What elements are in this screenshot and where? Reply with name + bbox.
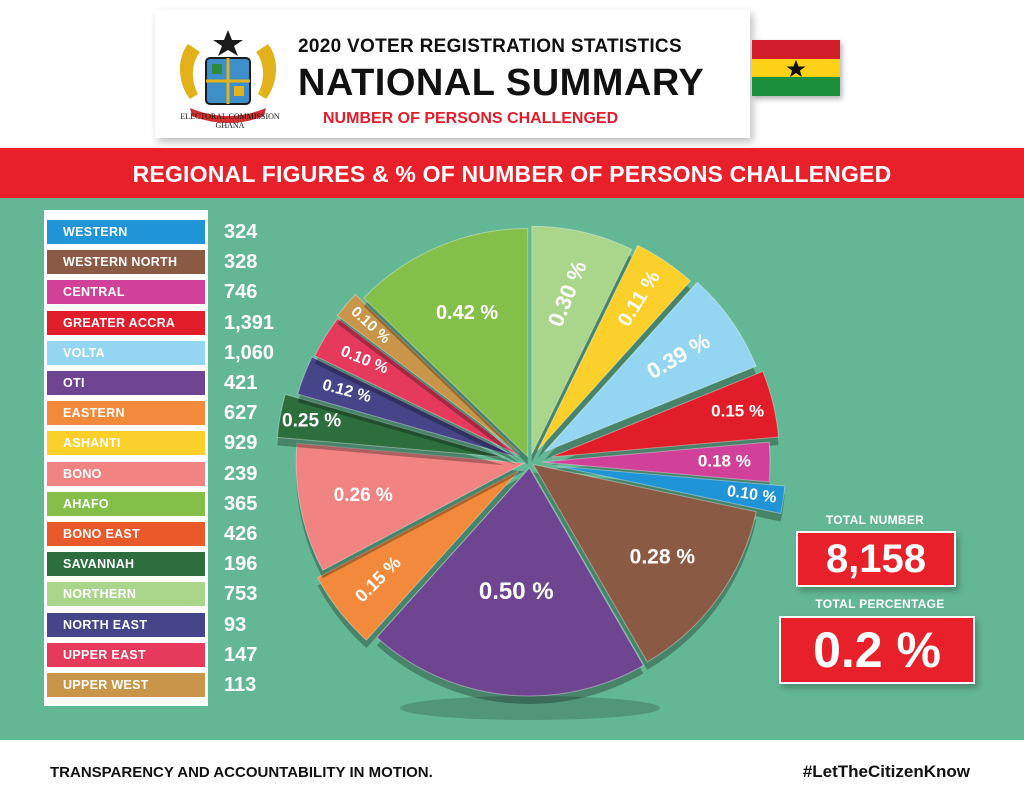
legend-value-central: 746 <box>224 281 258 303</box>
pie-label-greater-accra: 0.15 % <box>711 402 764 421</box>
pie-slice-volta <box>544 281 757 453</box>
pie-slice-oti <box>376 467 645 697</box>
title-line-3: NUMBER OF PERSONS CHALLENGED <box>323 110 619 127</box>
legend-value-north-east: 93 <box>224 614 247 636</box>
pie-slice-savannah <box>276 393 505 458</box>
pie-slice-bono <box>295 442 526 571</box>
legend-value-upper-east: 147 <box>224 644 258 666</box>
pie-label-ahafo: 0.42 % <box>436 302 498 324</box>
title-line-1: 2020 VOTER REGISTRATION STATISTICS <box>298 36 682 57</box>
legend-item-bono-east: BONO EAST <box>47 522 205 546</box>
pie-shadow <box>400 696 660 720</box>
legend-value-eastern: 627 <box>224 402 258 424</box>
pie-slice-north-east <box>297 356 518 458</box>
emblem-caption-line2: GHANA <box>215 121 245 130</box>
total-number-value: 8,158 <box>796 531 956 587</box>
pie-slice-northern <box>531 225 633 455</box>
legend-value-northern: 753 <box>224 583 258 605</box>
header: ELECTORAL COMMISSION GHANA 2020 VOTER RE… <box>0 0 1024 148</box>
total-number-label: TOTAL NUMBER <box>825 513 925 527</box>
legend-value-western: 324 <box>224 221 258 243</box>
banner-title: REGIONAL FIGURES & % OF NUMBER OF PERSON… <box>132 161 892 187</box>
legend-value-upper-west: 113 <box>224 674 257 696</box>
legend-value-savannah: 196 <box>224 553 258 575</box>
legend-item-northern: NORTHERN <box>47 582 205 606</box>
pie-slice-ashanti <box>537 244 692 451</box>
footer-tagline: TRANSPARENCY AND ACCOUNTABILITY IN MOTIO… <box>50 764 433 781</box>
pie-slice-western <box>557 465 786 515</box>
legend-item-volta: VOLTA <box>47 341 205 365</box>
pie-slice-eastern <box>316 470 520 641</box>
pie-label-western: 0.10 % <box>726 483 778 507</box>
legend-item-ahafo: AHAFO <box>47 492 205 516</box>
section-banner: REGIONAL FIGURES & % OF NUMBER OF PERSON… <box>0 148 1024 198</box>
legend-value-bono: 239 <box>224 463 258 485</box>
pie-label-central: 0.18 % <box>698 451 751 470</box>
legend-value-greater-accra: 1,391 <box>224 312 275 334</box>
ghana-flag-icon <box>752 40 840 96</box>
legend-item-eastern: EASTERN <box>47 401 205 425</box>
pie-label-savannah: 0.25 % <box>282 411 341 432</box>
legend-value-ashanti: 929 <box>224 432 258 454</box>
legend-item-upper-west: UPPER WEST <box>47 673 205 697</box>
ghana-coat-of-arms-logo <box>179 30 277 123</box>
legend-item-greater-accra: GREATER ACCRA <box>47 311 205 335</box>
total-percentage-label: TOTAL PERCENTAGE <box>815 597 945 611</box>
footer-hashtag: #LetTheCitizenKnow <box>802 762 970 781</box>
pie-label-oti: 0.50 % <box>479 578 554 605</box>
pie-slice-central <box>541 441 771 483</box>
legend-item-oti: OTI <box>47 371 205 395</box>
pie-label-western-north: 0.28 % <box>630 546 696 569</box>
emblem-caption: ELECTORAL COMMISSION GHANA <box>160 112 300 130</box>
legend-value-oti: 421 <box>224 372 258 394</box>
pie-slice-upper-west <box>336 293 520 454</box>
pie-slice-western-north <box>532 463 757 663</box>
legend-item-central: CENTRAL <box>47 280 205 304</box>
title-line-2: NATIONAL SUMMARY <box>298 62 705 104</box>
legend-item-savannah: SAVANNAH <box>47 552 205 576</box>
legend-item-western-north: WESTERN NORTH <box>47 250 205 274</box>
legend-item-western: WESTERN <box>47 220 205 244</box>
legend-item-bono: BONO <box>47 462 205 486</box>
legend-value-volta: 1,060 <box>224 342 275 364</box>
pie-slice-ahafo <box>362 227 529 458</box>
total-percentage-value: 0.2 % <box>779 616 975 684</box>
pie-label-bono: 0.26 % <box>334 485 393 506</box>
legend-value-bono-east: 426 <box>224 523 258 545</box>
legend-item-ashanti: ASHANTI <box>47 431 205 455</box>
legend-item-north-east: NORTH EAST <box>47 613 205 637</box>
legend-item-upper-east: UPPER EAST <box>47 643 205 667</box>
emblem-caption-line1: ELECTORAL COMMISSION <box>180 112 280 121</box>
legend-value-western-north: 328 <box>224 251 258 273</box>
pie-slice-greater-accra <box>551 370 780 458</box>
legend-value-ahafo: 365 <box>224 493 258 515</box>
pie-slice-upper-east <box>314 317 521 457</box>
